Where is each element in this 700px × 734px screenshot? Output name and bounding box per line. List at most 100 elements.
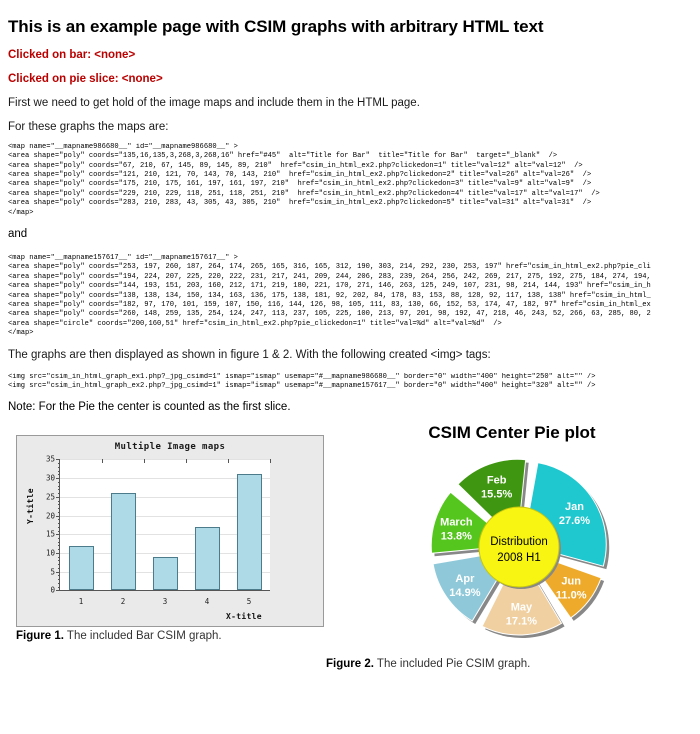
bar-chart-y-minor-tick	[58, 582, 60, 584]
bar-chart-y-minor-tick	[58, 489, 60, 491]
bar-chart-x-tick-mark	[228, 459, 229, 464]
bar-chart-y-tick-mark	[56, 534, 60, 536]
bar-chart-y-tick-mark	[56, 571, 60, 573]
displayed-paragraph: The graphs are then displayed as shown i…	[8, 348, 491, 361]
bar-chart-y-minor-tick	[58, 586, 60, 588]
bar-chart-x-axis-label: X-title	[226, 612, 262, 622]
bar-chart-y-minor-tick	[58, 541, 60, 543]
bar-chart-x-tick-label: 4	[204, 597, 210, 607]
bar-chart-y-minor-tick	[58, 508, 60, 510]
bar-chart-y-minor-tick	[58, 564, 60, 566]
bar-chart-x-tick-label: 1	[78, 597, 84, 607]
bar-chart-gridline	[60, 496, 270, 498]
bar-chart-y-minor-tick	[58, 530, 60, 532]
bar-chart-y-minor-tick	[58, 560, 60, 562]
bar-chart-y-tick-label: 0	[50, 585, 55, 595]
pie-slice-label: Jan	[565, 501, 584, 513]
page-root: This is an example page with CSIM graphs…	[8, 17, 700, 671]
pie-slice-label: Apr	[455, 573, 475, 585]
bar-chart-gridline	[60, 478, 270, 480]
figure-1: Multiple Image maps 0 5 10 15 20 25 30 35 1 2 3 4 5 …	[16, 435, 326, 642]
bar-chart-gridline	[60, 552, 270, 554]
figure-1-caption: Figure 1. The included Bar CSIM graph.	[16, 630, 326, 642]
intro-paragraph-1: First we need to get hold of the image m…	[8, 96, 420, 109]
bar-chart[interactable]: Multiple Image maps 0 5 10 15 20 25 30 35 1 2 3 4 5 …	[16, 435, 324, 628]
bar-chart-y-tick-mark	[56, 496, 60, 498]
pie-slice-percent: 13.8%	[441, 531, 472, 543]
figure-1-caption-label: Figure 1.	[16, 630, 64, 643]
pie-slice-percent: 15.5%	[481, 489, 512, 501]
bar-chart-y-minor-tick	[58, 511, 60, 513]
bar-chart-x-tick-mark	[144, 459, 145, 464]
intro-paragraph-2: For these graphs the maps are:	[8, 120, 169, 133]
bar-chart-x-tick-mark	[102, 459, 103, 464]
bar-chart-x-tick-mark	[270, 459, 271, 464]
bar-chart-plot-area[interactable]: 0 5 10 15 20 25 30 35 1 2 3 4 5	[46, 455, 271, 606]
figure-1-caption-text: The included Bar CSIM graph.	[63, 630, 222, 643]
and-separator: and	[8, 227, 28, 240]
bar-chart-y-minor-tick	[58, 556, 60, 558]
bar-chart-bar[interactable]	[194, 526, 220, 591]
note-paragraph: Note: For the Pie the center is counted …	[8, 401, 291, 414]
bar-chart-y-tick-label: 25	[45, 492, 55, 502]
bar-chart-y-minor-tick	[58, 463, 60, 465]
pie-slice-percent: 14.9%	[449, 587, 480, 599]
img-tags-code: <img src="csim_in_html_graph_ex1.php?_jp…	[8, 372, 596, 390]
bar-chart-y-minor-tick	[58, 500, 60, 502]
bar-chart-y-tick-mark	[56, 590, 60, 592]
bar-chart-y-tick-label: 10	[45, 548, 55, 558]
bar-chart-y-minor-tick	[58, 523, 60, 525]
bar-chart-y-minor-tick	[58, 519, 60, 521]
bar-chart-y-tick-mark	[56, 459, 60, 461]
bar-chart-y-minor-tick	[58, 485, 60, 487]
bar-chart-y-tick-mark	[56, 478, 60, 480]
page-title: This is an example page with CSIM graphs…	[8, 17, 544, 36]
bar-chart-y-minor-tick	[58, 567, 60, 569]
bar-chart-gridline	[60, 515, 270, 517]
pie-slice-label: March	[440, 517, 473, 529]
figure-2-caption-text: The included Pie CSIM graph.	[373, 658, 531, 671]
bar-chart-y-minor-tick	[58, 466, 60, 468]
bar-chart-y-tick-label: 5	[50, 567, 55, 577]
bar-chart-y-tick-label: 20	[45, 511, 55, 521]
bar-chart-y-tick-mark	[56, 515, 60, 517]
figures-row: Multiple Image maps 0 5 10 15 20 25 30 35 1 2 3 4 5 …	[8, 419, 700, 670]
bar-chart-x-tick-mark	[186, 459, 187, 464]
bar-chart-bar[interactable]	[68, 545, 94, 591]
pie-slice[interactable]: May 17.1%	[481, 551, 563, 636]
bar-chart-x-tick-label: 3	[162, 597, 168, 607]
pie-center-slice[interactable]	[478, 506, 560, 588]
pie-slice-percent: 17.1%	[506, 616, 537, 628]
bar-chart-x-tick-label: 5	[246, 597, 252, 607]
bar-chart-bar[interactable]	[236, 474, 262, 591]
bar-chart-y-minor-tick	[58, 470, 60, 472]
bar-chart-y-minor-tick	[58, 579, 60, 581]
pie-slice-label: Feb	[487, 475, 507, 487]
figure-2-caption: Figure 2. The included Pie CSIM graph.	[326, 658, 700, 670]
bar-chart-y-axis-label: Y-title	[26, 488, 35, 525]
bar-chart-y-minor-tick	[58, 526, 60, 528]
pie-slice-percent: 11.0%	[556, 590, 587, 602]
clicked-on-bar-status: Clicked on bar: <none>	[8, 48, 136, 61]
pie-image-map-code: <map name="__mapname157617__" id="__mapn…	[8, 253, 651, 338]
bar-chart-bar[interactable]	[152, 556, 178, 591]
bar-chart-y-minor-tick	[58, 549, 60, 551]
bar-chart-x-tick-label: 2	[120, 597, 126, 607]
bar-chart-y-minor-tick	[58, 504, 60, 506]
bar-image-map-code: <map name="__mapname986680__" id="__mapn…	[8, 142, 600, 217]
figure-2-caption-label: Figure 2.	[326, 658, 374, 671]
clicked-on-pie-status: Clicked on pie slice: <none>	[8, 72, 163, 85]
bar-chart-gridline	[60, 534, 270, 536]
bar-chart-y-tick-mark	[56, 552, 60, 554]
bar-chart-bar[interactable]	[110, 493, 136, 591]
bar-chart-title: Multiple Image maps	[114, 442, 226, 453]
pie-center-label-line2: 2008 H1	[497, 552, 540, 564]
pie-center-label-line1: Distribution	[490, 536, 548, 548]
pie-slice-label: May	[511, 602, 533, 614]
pie-chart[interactable]: CSIM Center Pie plot Jan 27.6%Jan27.6%Ju…	[326, 419, 700, 656]
bar-chart-y-minor-tick	[58, 481, 60, 483]
bar-chart-y-minor-tick	[58, 575, 60, 577]
figure-2: CSIM Center Pie plot Jan 27.6%Jan27.6%Ju…	[326, 419, 700, 670]
bar-chart-y-tick-label: 15	[45, 529, 55, 539]
